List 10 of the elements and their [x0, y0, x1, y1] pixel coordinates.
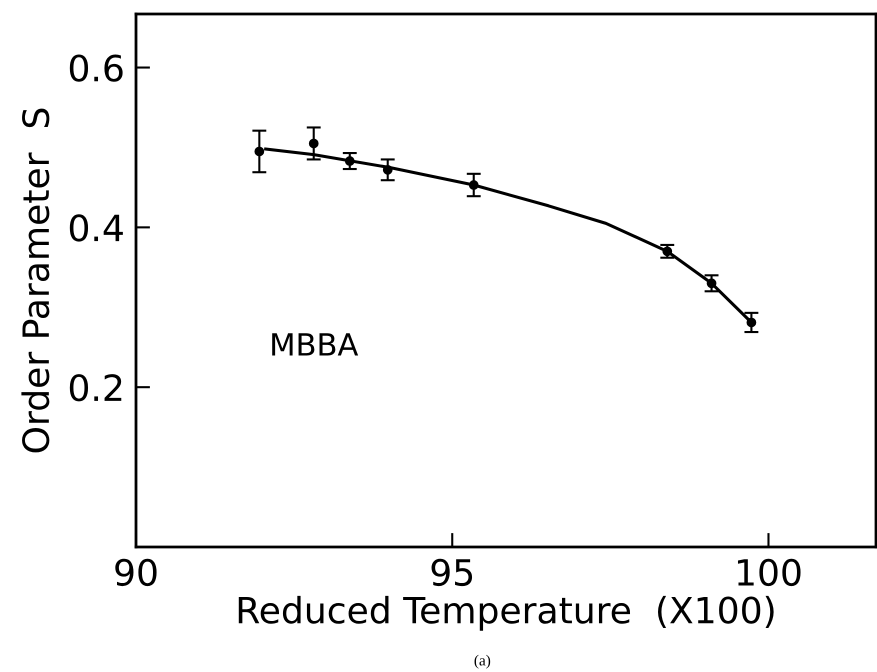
annotation: MBBA	[272, 333, 358, 356]
text: (a)	[474, 654, 490, 669]
y-tick-label: 0.6	[70, 54, 123, 82]
x-tick-label: 90	[115, 558, 157, 586]
x-axis-title: Reduced Temperature (X100)	[238, 596, 774, 631]
y-tick-label: 0.2	[70, 374, 122, 402]
y-tick-label: 0.4	[70, 214, 123, 242]
y-axis-title: Order Parameter S	[21, 108, 50, 452]
x-tick-label: 95	[432, 558, 472, 586]
x-tick-label: 100	[738, 558, 801, 586]
